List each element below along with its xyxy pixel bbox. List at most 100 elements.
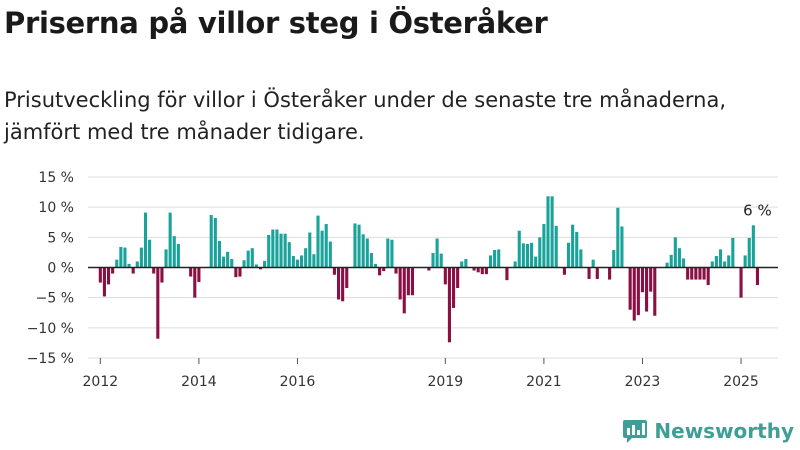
bar [287, 242, 291, 268]
bar [365, 238, 369, 268]
bar [456, 267, 460, 289]
bar [283, 233, 287, 268]
bar [378, 267, 382, 276]
bar [172, 236, 176, 268]
bar [542, 224, 546, 268]
bar [242, 260, 246, 268]
bar [390, 239, 394, 268]
bar [435, 238, 439, 268]
bar [328, 241, 332, 268]
bar [308, 232, 312, 268]
bar [751, 225, 755, 268]
bar [143, 212, 148, 268]
bar [484, 267, 488, 275]
bar [517, 230, 521, 268]
bar [217, 240, 221, 268]
bar [279, 233, 283, 268]
bar [361, 234, 365, 268]
chart-subtitle: Prisutveckling för villor i Österåker un… [4, 88, 726, 144]
bar [530, 242, 534, 268]
bar [723, 261, 727, 268]
bar [131, 267, 135, 274]
y-tick-label: 10 % [38, 200, 74, 216]
bar [410, 267, 415, 296]
bar [406, 267, 410, 296]
bar [316, 215, 320, 268]
x-tick-label: 2012 [83, 374, 119, 390]
bar [665, 262, 669, 268]
bar [246, 250, 250, 268]
bar [234, 267, 238, 278]
bar [443, 267, 447, 285]
bar [263, 260, 267, 268]
bar [291, 256, 295, 268]
bar [673, 237, 677, 268]
bar [341, 267, 345, 302]
bar [493, 250, 497, 268]
bar [714, 256, 718, 268]
bar [694, 267, 698, 280]
bar [686, 267, 690, 280]
bar [612, 250, 616, 268]
bar [250, 248, 254, 268]
bar [628, 267, 632, 310]
bar [439, 253, 443, 268]
bar [649, 267, 653, 292]
bar [386, 238, 390, 268]
bar [332, 267, 336, 275]
bar [102, 267, 106, 297]
chart-title: Priserna på villor steg i Österåker [4, 6, 548, 40]
bar [550, 196, 554, 268]
bar [271, 229, 275, 268]
bar [579, 249, 583, 268]
bar [312, 254, 316, 268]
bar [357, 224, 361, 268]
bar [566, 242, 571, 268]
bar [460, 261, 464, 268]
bar [447, 267, 451, 343]
bar [353, 223, 357, 268]
bar [213, 218, 217, 268]
bar [636, 267, 640, 316]
bar [394, 267, 398, 274]
bar [295, 259, 300, 268]
bar [119, 246, 123, 268]
bar [209, 215, 213, 268]
brand: Newsworthy [622, 418, 794, 444]
bar [653, 267, 657, 316]
bar [571, 224, 575, 268]
bar [727, 255, 731, 268]
x-axis: 2012 2014 2016 2019 2021 2023 2025 [83, 358, 759, 390]
bar [373, 263, 378, 268]
bar [632, 267, 636, 321]
bar [189, 267, 193, 277]
bar [300, 255, 304, 268]
x-tick-label: 2025 [723, 374, 759, 390]
bar [591, 259, 595, 268]
bar [324, 224, 328, 268]
bar [562, 267, 566, 275]
bar [480, 267, 484, 275]
bar [677, 248, 681, 268]
bar [702, 267, 706, 280]
bar [193, 267, 197, 298]
bar [755, 267, 760, 285]
bar [575, 231, 579, 268]
x-tick-label: 2023 [625, 374, 661, 390]
y-tick-label: 0 % [47, 261, 74, 277]
bar [152, 267, 156, 274]
bar [123, 247, 127, 268]
bar [546, 196, 550, 268]
bar [176, 243, 180, 268]
bar [488, 255, 493, 268]
bar [398, 267, 402, 300]
y-tick-label: 15 % [38, 170, 74, 186]
bar [710, 261, 714, 268]
bar [427, 267, 431, 271]
bar [706, 267, 710, 285]
bar [168, 212, 172, 268]
bar [472, 267, 476, 271]
y-tick-label: −15 % [27, 351, 74, 367]
bar [554, 225, 558, 268]
